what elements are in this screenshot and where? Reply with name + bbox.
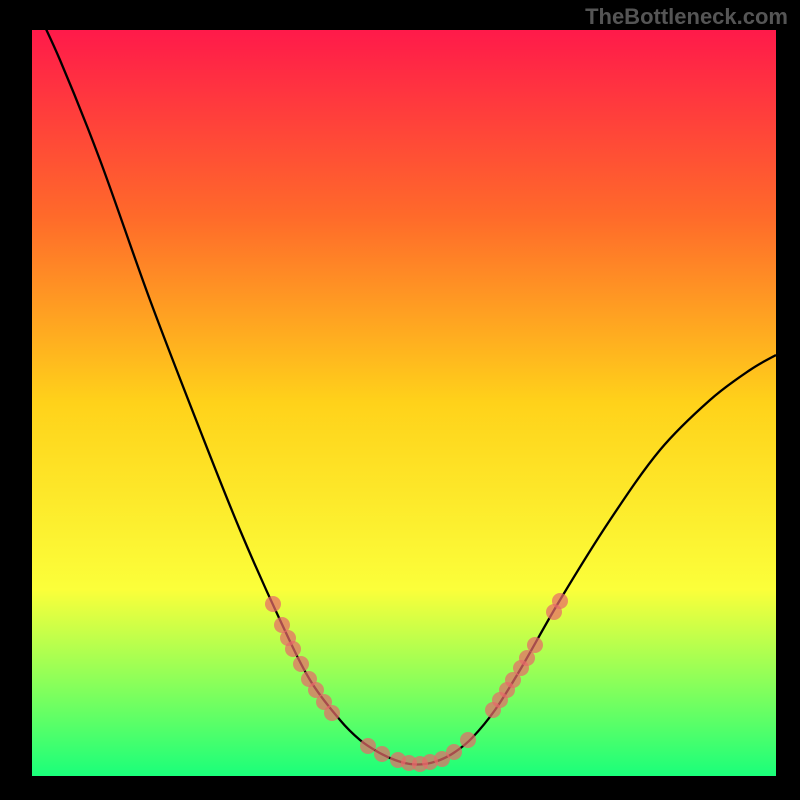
data-point [293,656,309,672]
data-point [446,744,462,760]
data-point [265,596,281,612]
data-point [527,637,543,653]
data-point [324,705,340,721]
chart-overlay [0,0,800,800]
watermark-text: TheBottleneck.com [585,4,788,30]
data-point [374,746,390,762]
data-point [460,732,476,748]
data-point [360,738,376,754]
data-point [285,641,301,657]
bottleneck-curve [32,0,776,765]
data-point [552,593,568,609]
